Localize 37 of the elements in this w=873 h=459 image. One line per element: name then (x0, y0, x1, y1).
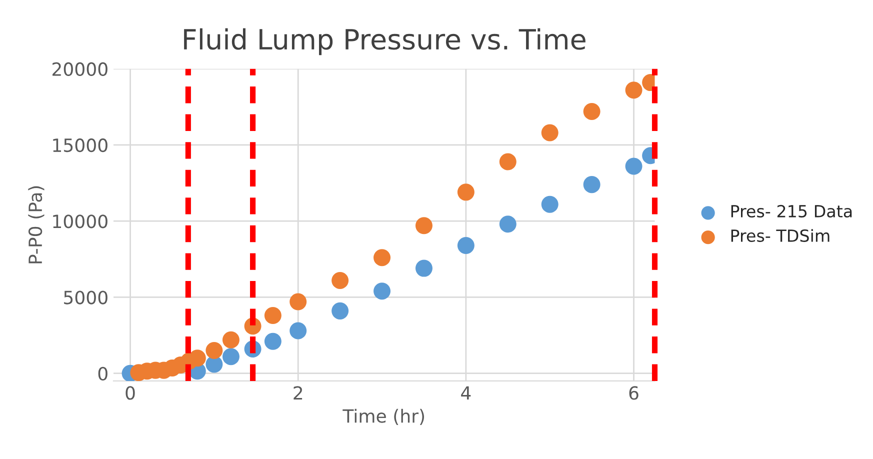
point (290, 322, 307, 340)
point (374, 249, 391, 266)
point (264, 306, 282, 324)
x-tick-label: 2 (294, 386, 302, 400)
legend-label: Pres- 215 Data (731, 204, 852, 218)
point (625, 158, 642, 175)
point (374, 282, 391, 300)
x-tick-label: 4 (461, 386, 471, 400)
y-axis-title: P-P0 (Pa) (28, 186, 44, 264)
point (206, 342, 223, 360)
legend-label: Pres- TDSim (731, 229, 830, 242)
point (541, 196, 558, 213)
point (457, 236, 474, 254)
x-tick-label: 6 (629, 386, 638, 400)
point (625, 82, 642, 99)
point (222, 331, 240, 348)
point (583, 102, 600, 120)
y-tick-label: 0 (98, 366, 108, 380)
chart-title: Fluid Lump Pressure vs. Time (184, 28, 586, 56)
point (583, 176, 600, 194)
y-tick-label: 5000 (64, 290, 108, 304)
point (499, 153, 516, 170)
point (415, 217, 432, 234)
x-tick-label: 0 (126, 386, 135, 400)
y-tick-label: 20000 (52, 62, 108, 76)
y-tick-label: 10000 (53, 214, 108, 228)
point (290, 293, 307, 310)
point (332, 272, 349, 289)
point (222, 348, 240, 366)
point (499, 216, 516, 233)
point (332, 302, 349, 320)
point (264, 332, 282, 350)
point (415, 260, 432, 277)
point (541, 124, 558, 142)
x-axis-title: Time (hr) (342, 408, 424, 425)
point (457, 184, 474, 201)
y-tick-label: 15000 (53, 138, 108, 152)
